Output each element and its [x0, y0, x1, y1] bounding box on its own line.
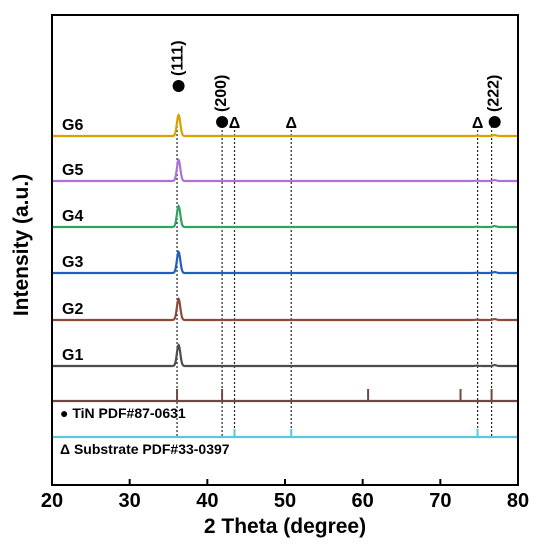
- x-axis-ticks: 20 30 40 50 60 70 80: [41, 479, 529, 512]
- peak-label: (222): [486, 75, 503, 112]
- x-tick-label: 30: [119, 490, 141, 512]
- x-tick-label: 40: [196, 490, 218, 512]
- peak-label: (111): [170, 40, 187, 76]
- series-line-g2: [52, 297, 518, 322]
- series-line-g4: [52, 204, 518, 229]
- ref-label: Δ Substrate PDF#33-0397: [60, 441, 230, 457]
- ref-label: ● TiN PDF#87-0631: [60, 405, 186, 421]
- y-axis-title: Intensity (a.u.): [10, 174, 33, 316]
- peak-marker-dot: [488, 116, 501, 128]
- peak-marker-dot: [216, 116, 229, 128]
- x-axis-title: 2 Theta (degree): [204, 515, 366, 538]
- series-lines: G1 G2 G3 G4 G5 G6: [52, 113, 518, 368]
- series-label-g6: G6: [62, 117, 83, 134]
- x-tick-label: 70: [429, 490, 451, 512]
- x-tick-label: 60: [352, 490, 374, 512]
- peak-label: (200): [213, 75, 230, 112]
- substrate-marker: Δ: [229, 115, 241, 132]
- series-line-g3: [52, 250, 518, 275]
- series-label-g5: G5: [62, 162, 83, 179]
- peak-marker-dot: [172, 80, 185, 92]
- series-label-g3: G3: [62, 254, 83, 271]
- substrate-marker: Δ: [472, 115, 484, 132]
- series-line-g5: [52, 158, 518, 183]
- dotted-guides: [176, 126, 493, 437]
- substrate-marker: Δ: [285, 115, 297, 132]
- series-label-g2: G2: [62, 301, 83, 318]
- series-line-g6: [52, 113, 518, 138]
- x-tick-label: 80: [507, 490, 529, 512]
- series-label-g4: G4: [62, 208, 83, 225]
- reference-patterns: ● TiN PDF#87-0631 Δ Substrate PDF#33-0397: [52, 389, 518, 457]
- series-label-g1: G1: [62, 347, 83, 364]
- x-tick-label: 20: [41, 490, 63, 512]
- x-tick-label: 50: [274, 490, 296, 512]
- series-line-g1: [52, 343, 518, 368]
- peak-annotations: (111)(200)Δ Δ Δ(222): [170, 40, 503, 132]
